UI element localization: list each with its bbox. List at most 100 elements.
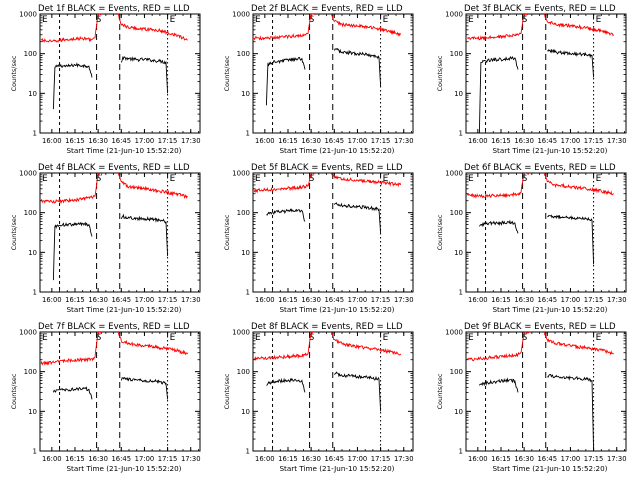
- x-tick-label: 16:30: [88, 296, 108, 304]
- marker-label: E: [255, 333, 261, 343]
- x-tick-label: 16:15: [278, 296, 298, 304]
- y-tick-label: 1: [246, 130, 250, 138]
- panel-title: Det 1f BLACK = Events, RED = LLD: [38, 4, 190, 14]
- y-tick-label: 1000: [445, 11, 463, 19]
- panel-title: Det 8f BLACK = Events, RED = LLD: [251, 322, 403, 332]
- x-tick-label: 16:15: [278, 455, 298, 463]
- marker-label: S: [522, 333, 528, 343]
- y-tick-label: 10: [454, 249, 463, 257]
- events-series-line: [52, 62, 93, 110]
- x-tick-label: 17:15: [158, 455, 178, 463]
- x-tick-label: 16:45: [111, 296, 131, 304]
- events-series-line: [547, 373, 595, 451]
- x-tick-label: 17:30: [607, 296, 627, 304]
- lld-series-line: [40, 14, 103, 43]
- x-tick-label: 16:45: [111, 455, 131, 463]
- events-series-line: [266, 377, 306, 393]
- y-tick-label: 1: [459, 130, 463, 138]
- marker-label: E: [596, 333, 602, 343]
- marker-label: E: [596, 174, 602, 184]
- y-tick-label: 1: [459, 289, 463, 297]
- y-tick-label: 100: [237, 50, 250, 58]
- x-tick-label: 16:30: [88, 455, 108, 463]
- events-series-line: [52, 386, 93, 400]
- y-tick-label: 100: [24, 209, 37, 217]
- panel-title: Det 7f BLACK = Events, RED = LLD: [38, 322, 190, 332]
- x-tick-label: 16:15: [491, 137, 511, 145]
- y-tick-label: 1000: [445, 329, 463, 337]
- y-tick-label: 1: [33, 130, 37, 138]
- y-axis-label: Counts/sec: [10, 373, 18, 409]
- x-tick-label: 17:30: [607, 137, 627, 145]
- marker-label: E: [42, 174, 48, 184]
- lld-series-line: [543, 14, 615, 37]
- x-tick-label: 17:00: [348, 296, 368, 304]
- x-tick-label: 17:00: [135, 296, 155, 304]
- lld-series-line: [330, 14, 402, 37]
- lld-series-line: [117, 173, 188, 199]
- x-tick-label: 16:30: [301, 455, 321, 463]
- events-series-line: [334, 371, 382, 412]
- events-series-line: [479, 219, 519, 234]
- x-tick-label: 17:00: [135, 455, 155, 463]
- x-tick-label: 16:30: [301, 296, 321, 304]
- events-series-line: [547, 214, 595, 265]
- panel-det-8: Det 8f BLACK = Events, RED = LLD Counts/s…: [223, 322, 414, 473]
- y-tick-label: 100: [24, 50, 37, 58]
- y-tick-label: 10: [241, 408, 250, 416]
- y-tick-label: 1000: [19, 170, 37, 178]
- x-tick-label: 16:15: [278, 137, 298, 145]
- lld-series-line: [253, 173, 317, 194]
- y-tick-label: 100: [24, 368, 37, 376]
- lld-series-line: [543, 332, 614, 356]
- lld-series-line: [253, 14, 317, 41]
- x-tick-label: 17:30: [394, 296, 414, 304]
- events-series-line: [52, 221, 93, 281]
- y-tick-label: 1000: [19, 329, 37, 337]
- y-tick-label: 100: [237, 368, 250, 376]
- x-tick-label: 16:00: [468, 137, 488, 145]
- x-tick-label: 17:30: [607, 455, 627, 463]
- y-tick-label: 10: [454, 408, 463, 416]
- marker-label: E: [255, 15, 261, 25]
- events-series-line: [120, 213, 169, 257]
- panel-title: Det 2f BLACK = Events, RED = LLD: [251, 4, 403, 14]
- y-axis-label: Counts/sec: [436, 214, 444, 250]
- lld-series-line: [466, 332, 530, 362]
- panel-det-1: Det 1f BLACK = Events, RED = LLD Counts/s…: [10, 4, 201, 155]
- y-tick-label: 1000: [19, 11, 37, 19]
- lld-series-line: [466, 173, 530, 199]
- lld-series-line: [253, 332, 316, 362]
- marker-label: E: [468, 15, 474, 25]
- y-tick-label: 1: [33, 289, 37, 297]
- x-tick-label: 16:15: [491, 455, 511, 463]
- x-tick-label: 16:15: [65, 296, 85, 304]
- y-axis-label: Counts/sec: [10, 55, 18, 91]
- marker-label: S: [96, 174, 102, 184]
- lld-series-line: [40, 332, 103, 366]
- x-tick-label: 17:15: [584, 296, 604, 304]
- marker-label: E: [383, 174, 389, 184]
- x-axis-label: Start Time (21-Jun-10 15:52:20): [279, 146, 394, 155]
- marker-label: E: [468, 174, 474, 184]
- x-tick-label: 16:45: [537, 296, 557, 304]
- x-axis-label: Start Time (21-Jun-10 15:52:20): [66, 305, 181, 314]
- x-tick-label: 17:00: [561, 296, 581, 304]
- x-tick-label: 17:15: [158, 296, 178, 304]
- x-tick-label: 17:30: [181, 137, 201, 145]
- x-axis-label: Start Time (21-Jun-10 15:52:20): [66, 464, 181, 473]
- x-axis-label: Start Time (21-Jun-10 15:52:20): [279, 305, 394, 314]
- panel-title: Det 5f BLACK = Events, RED = LLD: [251, 163, 403, 173]
- x-tick-label: 17:00: [561, 137, 581, 145]
- x-tick-label: 16:45: [537, 455, 557, 463]
- panel-det-9: Det 9f BLACK = Events, RED = LLD Counts/s…: [436, 322, 627, 473]
- marker-label: S: [309, 15, 315, 25]
- events-series-line: [266, 208, 306, 222]
- x-tick-label: 16:00: [468, 296, 488, 304]
- y-tick-label: 1000: [232, 329, 250, 337]
- y-tick-label: 1: [246, 448, 250, 456]
- y-tick-label: 1000: [445, 170, 463, 178]
- marker-label: E: [170, 15, 176, 25]
- panel-det-7: Det 7f BLACK = Events, RED = LLD Counts/s…: [10, 322, 201, 473]
